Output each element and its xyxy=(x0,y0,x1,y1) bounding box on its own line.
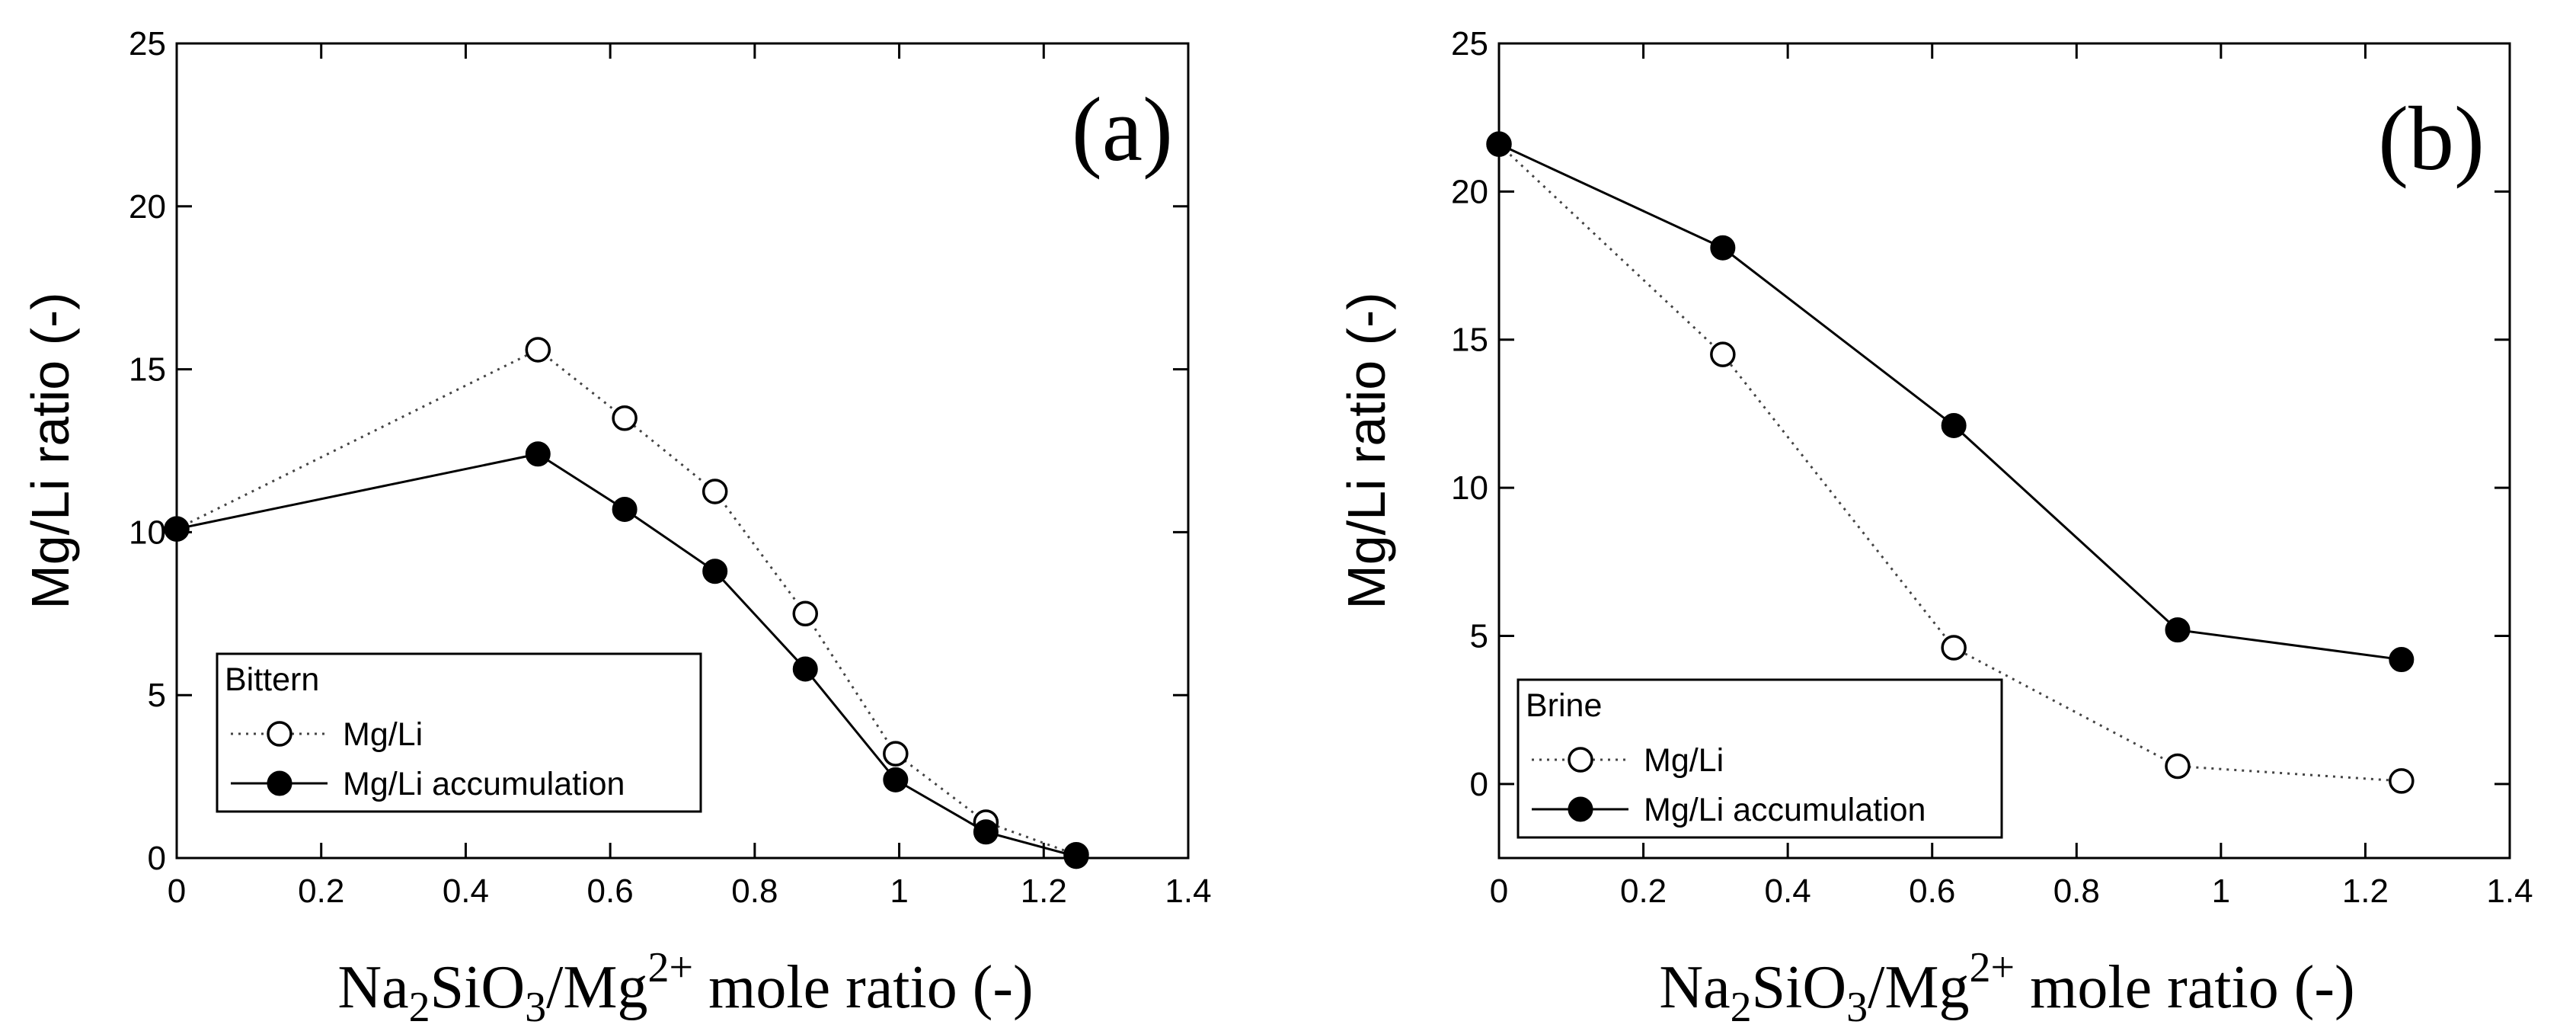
chart-panel-b: 0 0.2 0.4 0.6 0.8 1 1.2 1.4 0 5 10 15 20 25 (b) Mg/Li r… xyxy=(1337,25,2533,1031)
data-point-mg-li-accumulation xyxy=(525,441,551,467)
legend-title: Brine xyxy=(1526,687,1602,724)
legend-label-mg-li: Mg/Li xyxy=(343,716,423,753)
data-point-mg-li xyxy=(2165,753,2191,780)
y-axis-label: Mg/Li ratio (-) xyxy=(1337,292,1396,609)
x-tick-label: 1 xyxy=(890,873,908,910)
x-axis-label-part: 3 xyxy=(1846,984,1868,1031)
y-tick-label: 0 xyxy=(1470,766,1488,803)
legend-marker xyxy=(1568,747,1593,773)
y-axis-label: Mg/Li ratio (-) xyxy=(21,292,80,609)
x-axis-label-part: 2+ xyxy=(1970,944,2015,991)
y-tick-label: 10 xyxy=(1451,469,1488,507)
chart-panel-a: 0 0.2 0.4 0.6 0.8 1 1.2 1.4 0 5 10 15 20 25 (a) Mg/Li r… xyxy=(21,25,1212,1031)
data-point-mg-li-accumulation xyxy=(1486,131,1512,157)
data-point-mg-li xyxy=(2389,768,2415,794)
data-point-mg-li xyxy=(612,405,638,431)
data-point-mg-li-accumulation xyxy=(2389,647,2415,673)
x-axis-label: Na2SiO3/Mg2+ mole ratio (-) xyxy=(337,944,1033,1031)
legend: Brine Mg/Li Mg/Li accumulation xyxy=(1517,678,2003,839)
x-tick-label: 1.2 xyxy=(2342,873,2389,910)
data-point-mg-li xyxy=(883,741,909,767)
data-point-mg-li xyxy=(1941,635,1967,661)
y-tick-label: 5 xyxy=(148,677,166,714)
x-tick-label: 0.2 xyxy=(298,873,344,910)
legend-box xyxy=(216,652,702,813)
data-point-mg-li-accumulation xyxy=(702,559,728,584)
x-axis-label-part: /Mg xyxy=(1868,954,1969,1021)
x-axis-label-part: /Mg xyxy=(546,954,647,1021)
x-tick-label: 0 xyxy=(168,873,186,910)
x-axis-label-part: 2 xyxy=(409,984,430,1031)
y-tick-label: 15 xyxy=(1451,322,1488,359)
y-tick-label: 10 xyxy=(129,514,166,551)
series-line-mg-li-accumulation xyxy=(176,453,1077,858)
x-tick-label: 0 xyxy=(1490,873,1508,910)
legend: Bittern Mg/Li Mg/Li accumulation xyxy=(216,652,702,813)
data-point-mg-li-accumulation xyxy=(1941,412,1967,438)
data-point-mg-li-accumulation xyxy=(792,656,818,682)
legend-label-mg-li-accumulation: Mg/Li accumulation xyxy=(343,766,625,802)
x-tick-label: 0.8 xyxy=(731,873,778,910)
y-tick-label: 5 xyxy=(1470,617,1488,655)
y-tick-label: 20 xyxy=(1451,173,1488,210)
legend-marker xyxy=(267,770,292,796)
x-tick-label: 0.8 xyxy=(2053,873,2100,910)
legend-label-mg-li-accumulation: Mg/Li accumulation xyxy=(1644,792,1926,828)
x-axis-label: Na2SiO3/Mg2+ mole ratio (-) xyxy=(1659,944,2354,1031)
x-axis-label-part: mole ratio (-) xyxy=(693,954,1033,1021)
data-point-mg-li xyxy=(525,337,551,363)
x-axis-label-part: SiO xyxy=(1752,954,1847,1021)
data-point-mg-li-accumulation xyxy=(1063,844,1089,869)
x-tick-label: 1.4 xyxy=(1165,873,1211,910)
x-tick-label: 0.6 xyxy=(587,873,634,910)
x-axis-label-part: Na xyxy=(1659,954,1730,1021)
x-axis-label-part: 2+ xyxy=(648,944,694,991)
x-axis-label-part: 3 xyxy=(525,984,546,1031)
x-tick-label: 0.2 xyxy=(1620,873,1667,910)
y-tick-label: 20 xyxy=(129,188,166,226)
x-tick-label: 0.4 xyxy=(443,873,489,910)
plot-frame xyxy=(1497,42,2511,860)
y-tick-label: 25 xyxy=(1451,25,1488,62)
data-point-mg-li-accumulation xyxy=(973,819,999,845)
data-point-mg-li-accumulation xyxy=(2165,617,2191,643)
x-axis-label-part: 2 xyxy=(1731,984,1752,1031)
y-tick-label: 0 xyxy=(148,840,166,877)
legend-box xyxy=(1517,678,2003,839)
x-tick-label: 1.2 xyxy=(1021,873,1067,910)
y-tick-label: 25 xyxy=(129,25,166,62)
panel-label: (a) xyxy=(1072,78,1173,180)
data-point-mg-li-accumulation xyxy=(164,516,190,542)
plot-frame xyxy=(175,42,1190,860)
data-point-mg-li xyxy=(702,479,728,504)
legend-label-mg-li: Mg/Li xyxy=(1644,742,1724,779)
data-point-mg-li xyxy=(1710,341,1736,367)
x-tick-label: 0.4 xyxy=(1765,873,1811,910)
panel-label: (b) xyxy=(2378,88,2485,189)
y-tick-label: 15 xyxy=(129,351,166,389)
data-point-mg-li xyxy=(792,600,819,627)
data-point-mg-li-accumulation xyxy=(883,767,909,792)
legend-title: Bittern xyxy=(225,661,319,698)
data-point-mg-li-accumulation xyxy=(1710,235,1736,261)
x-tick-label: 0.6 xyxy=(1909,873,1955,910)
x-axis-label-part: SiO xyxy=(430,954,526,1021)
legend-marker xyxy=(1568,796,1593,822)
x-tick-label: 1.4 xyxy=(2486,873,2533,910)
x-axis-label-part: mole ratio (-) xyxy=(2015,954,2354,1021)
legend-marker xyxy=(267,721,292,747)
x-tick-label: 1 xyxy=(2212,873,2230,910)
series-line-mg-li-accumulation xyxy=(1498,142,2402,661)
data-point-mg-li-accumulation xyxy=(612,496,638,522)
x-axis-label-part: Na xyxy=(337,954,408,1021)
